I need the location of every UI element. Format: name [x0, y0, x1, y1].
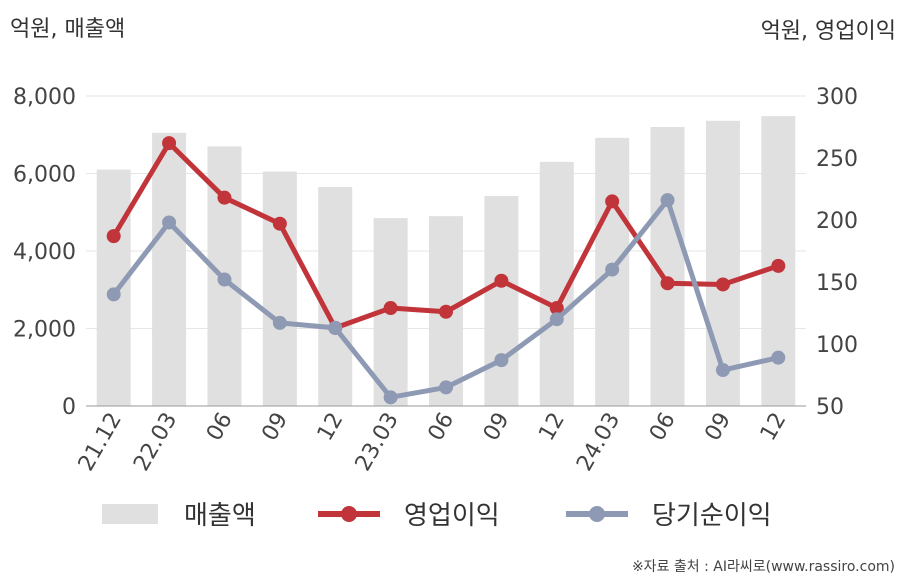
- x-tick-label: 06: [202, 409, 238, 446]
- data-point: [660, 276, 675, 291]
- legend-item: 매출액: [102, 501, 256, 531]
- legend-label: 영업이익: [404, 501, 500, 531]
- right-tick-label: 250: [816, 147, 858, 172]
- left-tick-label: 6,000: [13, 163, 76, 188]
- data-point: [439, 380, 453, 395]
- left-tick-label: 4,000: [13, 240, 76, 265]
- legend-label: 당기순이익: [652, 501, 772, 531]
- x-tick-label: 21.12: [74, 409, 127, 476]
- right-tick-label: 300: [816, 85, 858, 110]
- legend-swatch: [102, 504, 158, 524]
- legend-item: 당기순이익: [566, 501, 772, 531]
- bar: [262, 171, 297, 406]
- bar-series: [96, 116, 796, 407]
- bar: [318, 187, 353, 406]
- bar: [705, 120, 740, 407]
- left-tick-label: 0: [62, 395, 76, 420]
- data-point: [549, 301, 564, 316]
- data-point: [383, 390, 398, 405]
- left-tick-label: 2,000: [13, 318, 76, 343]
- legend-marker: [341, 506, 357, 522]
- legend-label: 매출액: [184, 501, 256, 531]
- right-tick-label: 200: [816, 209, 858, 234]
- data-point: [217, 272, 232, 287]
- data-point: [549, 312, 564, 327]
- data-point: [715, 277, 730, 292]
- left-axis-unit: 억원, 매출액: [10, 17, 125, 42]
- data-point: [383, 301, 398, 316]
- data-point: [106, 287, 121, 302]
- data-point: [439, 304, 453, 319]
- data-point: [771, 350, 786, 365]
- right-tick-label: 50: [816, 395, 844, 420]
- x-tick-label: 12: [534, 409, 570, 446]
- data-point: [106, 229, 121, 244]
- x-tick-label: 12: [756, 409, 792, 446]
- series-당기순이익: [106, 193, 786, 405]
- x-tick-label: 23.03: [351, 409, 404, 476]
- left-tick-label: 8,000: [13, 85, 76, 110]
- x-axis-ticks: 21.12 22.03 06 09 12 23.03 06 09 12 24.03 06 09 12: [74, 409, 792, 476]
- data-point: [162, 215, 177, 230]
- right-tick-label: 150: [816, 271, 858, 296]
- x-tick-label: 06: [645, 409, 681, 446]
- data-point: [328, 320, 343, 335]
- data-point: [715, 363, 730, 378]
- data-point: [162, 136, 177, 151]
- data-point: [494, 353, 509, 368]
- legend-item: 영업이익: [318, 501, 500, 531]
- right-axis-unit: 억원, 영업이익: [761, 19, 896, 44]
- legend-marker: [589, 506, 605, 522]
- legend: 매출액 영업이익 당기순이익: [102, 501, 772, 531]
- x-tick-label: 22.03: [129, 409, 182, 476]
- x-tick-label: 12: [313, 409, 349, 446]
- data-point: [660, 193, 675, 208]
- x-tick-label: 09: [700, 409, 736, 446]
- data-point: [605, 194, 620, 209]
- x-tick-label: 09: [257, 409, 293, 446]
- data-point: [272, 315, 287, 330]
- data-point: [217, 190, 232, 205]
- x-tick-label: 06: [424, 409, 460, 446]
- data-point: [494, 273, 509, 288]
- data-point: [605, 262, 620, 277]
- data-point: [771, 258, 786, 273]
- left-axis-ticks: 0 2,000 4,000 6,000 8,000: [13, 85, 76, 420]
- right-axis-ticks: 50 100 150 200 250 300: [816, 85, 858, 420]
- bar: [484, 195, 519, 406]
- line-series: [106, 136, 786, 405]
- source-note: ※자료 출처 : AI라씨로(www.rassiro.com): [632, 559, 895, 575]
- right-tick-label: 100: [816, 333, 858, 358]
- x-tick-label: 09: [479, 409, 515, 446]
- data-point: [272, 216, 287, 231]
- bar: [152, 132, 187, 406]
- x-tick-label: 24.03: [572, 409, 625, 476]
